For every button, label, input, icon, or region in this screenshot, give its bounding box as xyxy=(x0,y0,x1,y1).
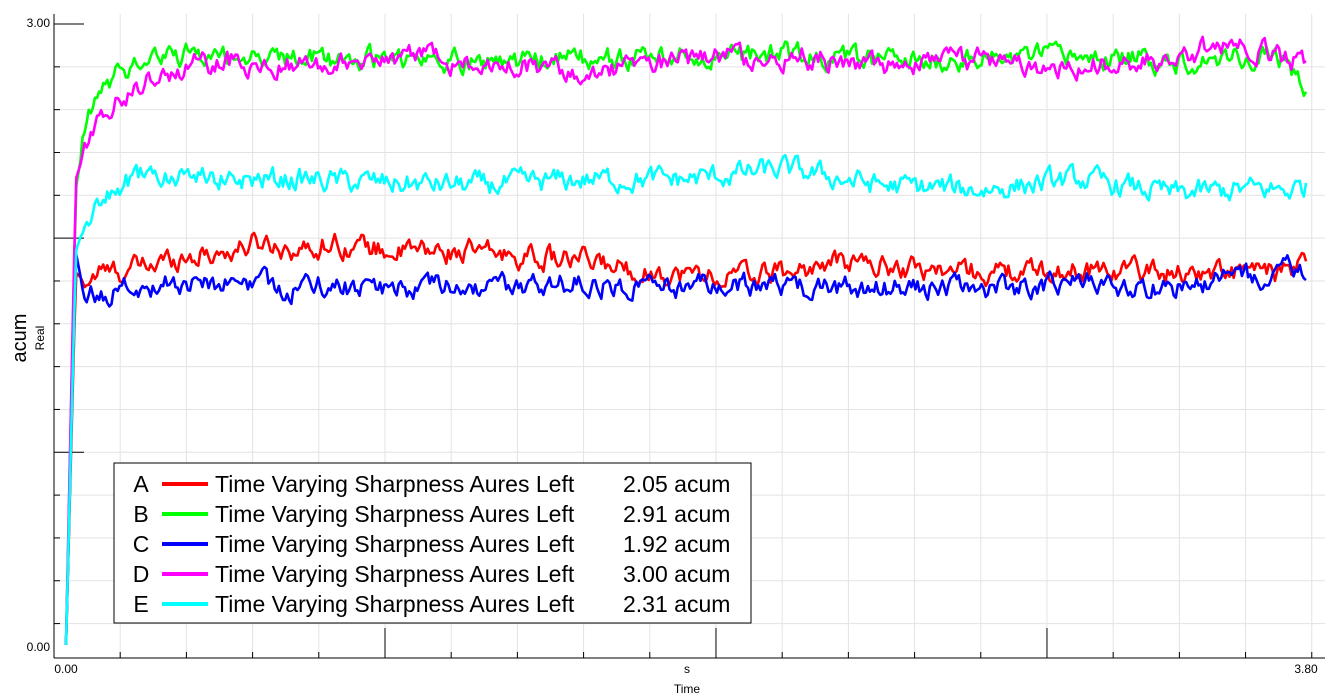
legend-id: B xyxy=(133,501,148,527)
legend-entry-E: E Time Varying Sharpness Aures Left 2.31 a… xyxy=(133,591,730,617)
legend-series-value: 2.05 acum xyxy=(623,471,730,497)
legend-series-value: 2.91 acum xyxy=(623,501,730,527)
legend-series-name: Time Varying Sharpness Aures Left xyxy=(215,501,575,527)
series-line-C xyxy=(64,253,1307,646)
y-tick-label-top: 3.00 xyxy=(27,16,51,30)
legend-id: E xyxy=(133,591,148,617)
legend-entry-A: A Time Varying Sharpness Aures Left 2.05 a… xyxy=(133,471,730,497)
legend-id: A xyxy=(133,471,149,497)
legend-series-name: Time Varying Sharpness Aures Left xyxy=(215,471,575,497)
legend-box xyxy=(113,462,752,624)
legend-id: C xyxy=(133,531,150,557)
series-lines xyxy=(64,35,1308,646)
legend-series-value: 1.92 acum xyxy=(623,531,730,557)
legend-series-name: Time Varying Sharpness Aures Left xyxy=(215,591,575,617)
ticks xyxy=(54,23,1313,658)
legend-series-name: Time Varying Sharpness Aures Left xyxy=(215,561,575,587)
legend-entry-C: C Time Varying Sharpness Aures Left 1.92 a… xyxy=(133,531,731,557)
x-axis-label: Time xyxy=(674,682,701,696)
legend-entry-B: B Time Varying Sharpness Aures Left 2.91 a… xyxy=(133,501,730,527)
series-line-E xyxy=(64,153,1308,646)
legend-entry-D: D Time Varying Sharpness Aures Left 3.00 a… xyxy=(133,561,731,587)
legend-series-value: 3.00 acum xyxy=(623,561,730,587)
y-axis-label: acum xyxy=(9,314,31,363)
x-tick-label-left: 0.00 xyxy=(54,662,78,676)
y-tick-label-bottom: 0.00 xyxy=(27,640,51,654)
y-axis-sublabel: Real xyxy=(33,326,47,351)
series-line-D xyxy=(64,35,1307,646)
x-tick-label-right: 3.80 xyxy=(1294,662,1318,676)
legend-id: D xyxy=(133,561,150,587)
series-line-A xyxy=(64,231,1308,646)
x-unit-label: s xyxy=(684,662,690,676)
legend-series-name: Time Varying Sharpness Aures Left xyxy=(215,531,575,557)
legend: A Time Varying Sharpness Aures Left 2.05 a… xyxy=(113,462,752,624)
legend-series-value: 2.31 acum xyxy=(623,591,730,617)
